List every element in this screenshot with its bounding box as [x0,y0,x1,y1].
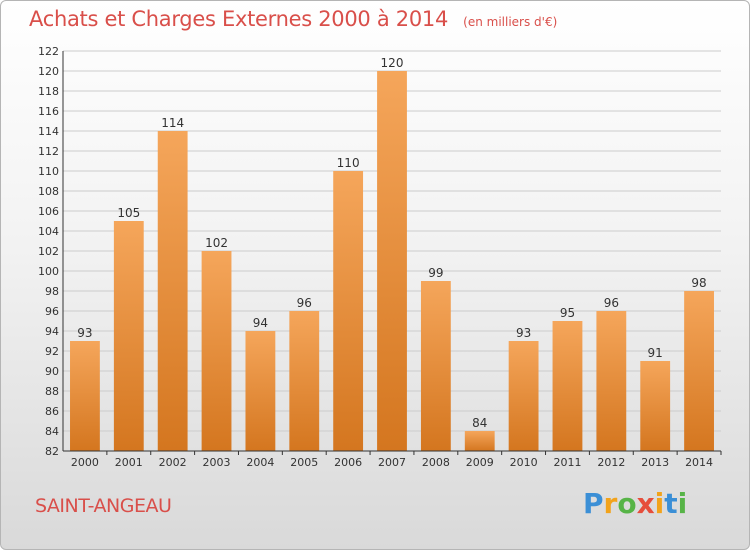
data-label: 96 [604,296,619,310]
bar [508,341,539,451]
x-tick-label: 2009 [466,456,494,469]
y-tick-label: 106 [38,205,59,218]
y-tick-label: 94 [45,325,59,338]
y-tick-label: 104 [38,225,59,238]
chart-title: Achats et Charges Externes 2000 à 2014 [29,7,449,31]
data-label: 105 [117,206,140,220]
y-tick-label: 102 [38,245,59,258]
title-row: Achats et Charges Externes 2000 à 2014 (… [29,7,557,31]
bar [640,361,671,451]
bar [70,341,100,451]
data-label: 114 [161,116,184,130]
y-tick-label: 116 [38,105,59,118]
place-name: SAINT-ANGEAU [35,495,172,517]
y-tick-label: 118 [38,85,59,98]
data-label: 91 [648,346,663,360]
y-tick-label: 96 [45,305,59,318]
bar [113,221,144,451]
y-tick-label: 110 [38,165,59,178]
data-label: 84 [472,416,487,430]
x-tick-label: 2006 [334,456,362,469]
bar [596,311,627,451]
y-tick-label: 120 [38,65,59,78]
x-tick-label: 2012 [597,456,625,469]
y-tick-label: 90 [45,365,59,378]
data-label: 110 [337,156,360,170]
bar [245,331,276,451]
bar [420,281,451,451]
data-label: 102 [205,236,228,250]
data-label: 93 [77,326,92,340]
y-tick-label: 108 [38,185,59,198]
bar [684,291,714,451]
x-tick-label: 2014 [685,456,713,469]
x-tick-label: 2010 [510,456,538,469]
data-label: 120 [381,56,404,70]
data-label: 98 [691,276,706,290]
brand-logo: Proxiti [583,487,688,520]
data-label: 93 [516,326,531,340]
x-tick-label: 2002 [159,456,187,469]
x-tick-label: 2007 [378,456,406,469]
y-tick-label: 100 [38,265,59,278]
y-tick-label: 114 [38,125,59,138]
bar [333,171,364,451]
y-tick-label: 112 [38,145,59,158]
bar [201,251,232,451]
x-tick-label: 2005 [290,456,318,469]
bar [464,431,495,451]
data-label: 95 [560,306,575,320]
chart-unit: (en milliers d'€) [463,15,558,29]
x-tick-label: 2008 [422,456,450,469]
data-label: 99 [428,266,443,280]
bar [377,71,407,451]
y-tick-label: 86 [45,405,59,418]
y-tick-label: 92 [45,345,59,358]
bars: 93 105 114 102 94 96 110 120 99 84 93 95 96 91 98 [70,56,714,451]
x-tick-label: 2004 [246,456,274,469]
bar [157,131,188,451]
y-tick-label: 82 [45,445,59,458]
data-label: 94 [253,316,268,330]
x-tick-label: 2001 [115,456,143,469]
y-tick-label: 122 [38,45,59,58]
axes: 82 84 86 88 90 92 94 96 98 100 102 104 106 108 110 112 1… [38,45,722,469]
y-tick-label: 98 [45,285,59,298]
y-tick-label: 84 [45,425,59,438]
x-tick-label: 2011 [553,456,581,469]
y-tick-label: 88 [45,385,59,398]
x-tick-label: 2000 [71,456,99,469]
x-tick-label: 2013 [641,456,669,469]
x-tick-label: 2003 [203,456,231,469]
data-label: 96 [297,296,312,310]
bar [289,311,320,451]
bar [552,321,583,451]
